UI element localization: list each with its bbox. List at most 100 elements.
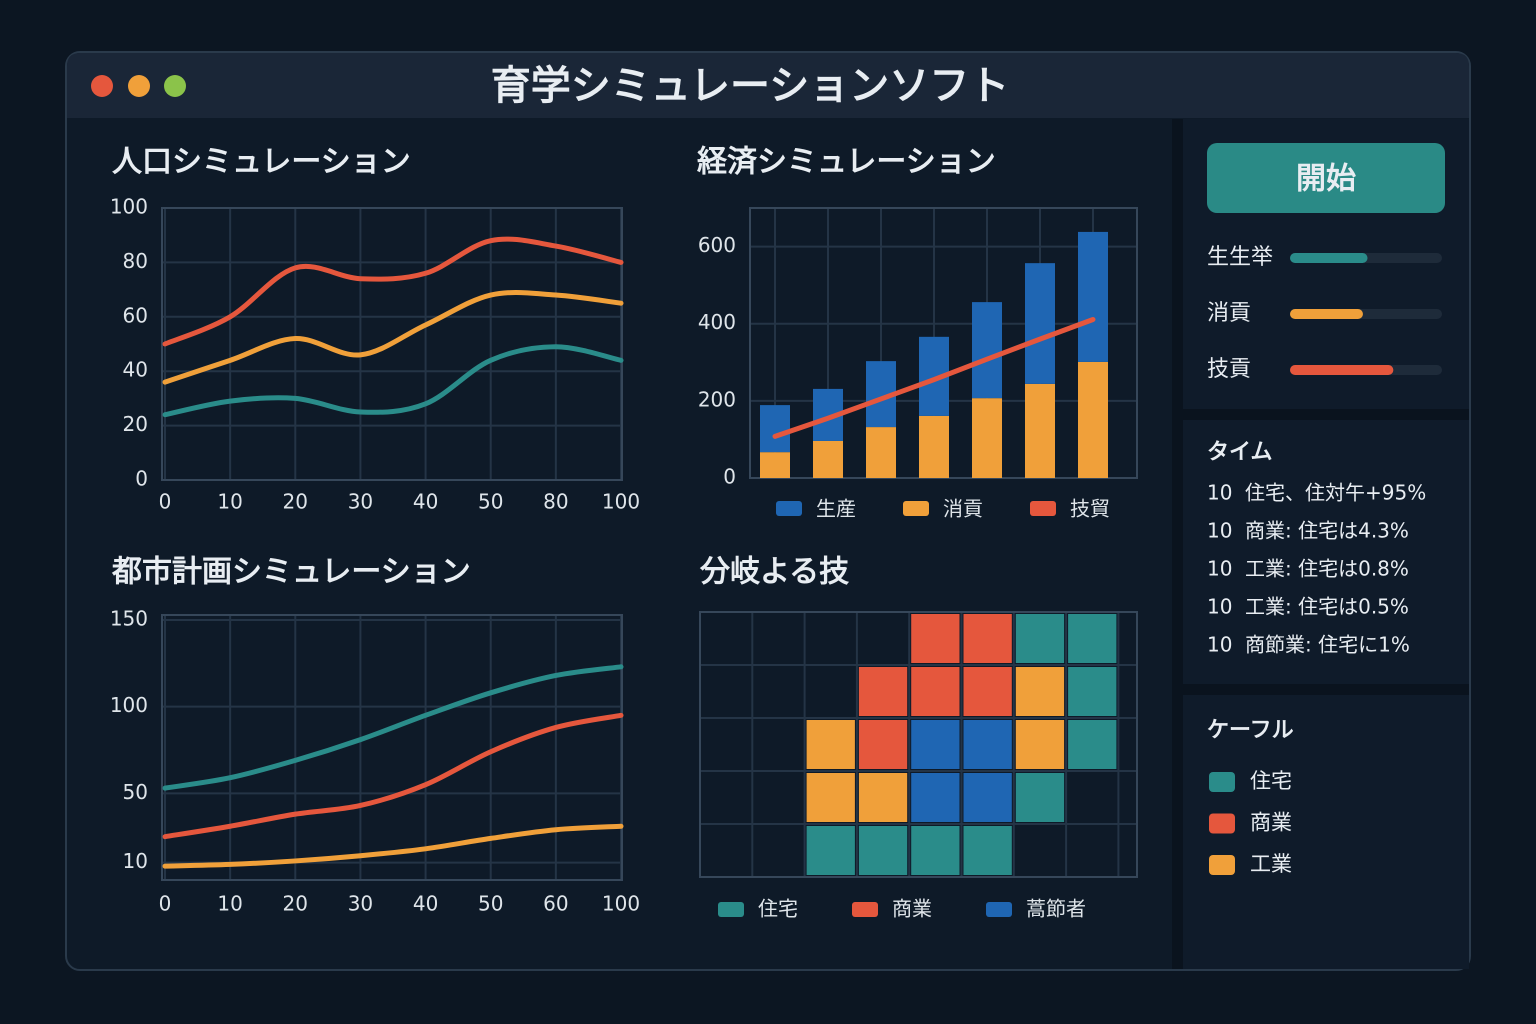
legend-label: 商業 (1250, 811, 1292, 835)
y-tick-label: 0 (135, 467, 148, 491)
tile (806, 826, 855, 875)
title-bar (67, 53, 1469, 118)
tile (963, 614, 1012, 663)
x-tick-label: 30 (348, 892, 373, 916)
bar (972, 302, 1002, 399)
legend-swatch (1209, 855, 1235, 875)
tile (911, 614, 960, 663)
x-tick-label: 0 (159, 490, 172, 514)
series-line (162, 290, 624, 385)
tile (1068, 667, 1117, 716)
sidebar-separator (1183, 409, 1469, 420)
x-tick-label: 100 (602, 892, 640, 916)
bar (972, 398, 1002, 478)
bar (1078, 361, 1108, 478)
slider-label: 技貢 (1207, 357, 1251, 382)
slider-label: 消貢 (1207, 301, 1251, 326)
legend-swatch (852, 902, 878, 917)
x-tick-label: 80 (543, 490, 568, 514)
time-count: 10 (1207, 595, 1232, 619)
time-count: 10 (1207, 557, 1232, 581)
y-tick-label: 20 (123, 412, 148, 436)
y-tick-label: 0 (723, 465, 736, 489)
x-tick-label: 20 (283, 892, 308, 916)
slider-fill[interactable] (1290, 365, 1394, 375)
start-button-label[interactable]: 開始 (1296, 162, 1356, 197)
legend-swatch (1030, 501, 1056, 516)
x-tick-label: 40 (413, 490, 438, 514)
chart-title: 人口シミュレーション (111, 145, 411, 180)
chart-title: 経済シミュレーション (697, 145, 996, 180)
tile (1015, 720, 1065, 769)
tile (963, 667, 1012, 716)
bar (1025, 263, 1055, 384)
time-text: 商業: 住宅は4.3% (1245, 519, 1409, 543)
x-tick-label: 50 (478, 490, 503, 514)
x-tick-label: 0 (159, 892, 172, 916)
start-button[interactable] (1207, 143, 1445, 213)
maximize-button[interactable] (164, 75, 186, 97)
bar (760, 405, 790, 453)
tile (858, 720, 908, 769)
legend-swatch (776, 501, 802, 516)
time-count: 10 (1207, 481, 1232, 505)
minimize-button[interactable] (128, 75, 150, 97)
bar (760, 452, 790, 478)
legend-swatch (1209, 772, 1235, 792)
y-tick-label: 200 (698, 387, 736, 411)
x-tick-label: 50 (478, 892, 503, 916)
tile (1068, 614, 1117, 663)
legend-label: 住宅 (1250, 769, 1292, 793)
sidebar-divider (1172, 119, 1183, 969)
x-tick-label: 10 (217, 892, 242, 916)
legend-label: 商業 (892, 897, 932, 921)
slider-fill[interactable] (1290, 309, 1363, 319)
legend-label: 蒿節者 (1026, 897, 1086, 921)
bar (1025, 383, 1055, 478)
time-text: 商節業: 住宅に1% (1245, 633, 1410, 657)
chart-title: 都市計画シミュレーション (111, 555, 471, 590)
slider-fill[interactable] (1290, 253, 1368, 263)
x-tick-label: 20 (283, 490, 308, 514)
series-line (162, 823, 624, 869)
plot-frame (161, 207, 623, 481)
sidebar-separator (1183, 684, 1469, 695)
tile (1015, 667, 1065, 716)
legend-label: 技貿 (1070, 497, 1110, 521)
y-tick-label: 40 (123, 358, 148, 382)
y-tick-label: 400 (698, 310, 736, 334)
tile (963, 720, 1012, 769)
time-text: 工業: 住宅は0.5% (1245, 595, 1409, 619)
time-count: 10 (1207, 519, 1232, 543)
tile (858, 667, 908, 716)
time-title: タイム (1207, 440, 1273, 465)
y-tick-label: 80 (123, 249, 148, 273)
x-tick-label: 40 (413, 892, 438, 916)
tile (806, 720, 855, 769)
legend-swatch (903, 501, 929, 516)
legend-swatch (986, 902, 1012, 917)
legend-title: ケーフル (1207, 718, 1294, 743)
series-line (162, 236, 624, 347)
chart-title: 分岐よる技 (699, 555, 849, 590)
time-text: 工業: 住宅は0.8% (1245, 557, 1409, 581)
x-tick-label: 10 (217, 490, 242, 514)
y-tick-label: 150 (110, 607, 148, 631)
close-button[interactable] (91, 75, 113, 97)
tile (911, 773, 960, 822)
tile (1015, 773, 1065, 822)
tile (963, 826, 1012, 875)
legend-swatch (1209, 813, 1235, 834)
y-tick-label: 600 (698, 233, 736, 257)
tile (858, 773, 908, 822)
y-tick-label: 10 (123, 849, 148, 873)
legend-label: 生産 (816, 497, 856, 521)
tile (911, 826, 960, 875)
bar (813, 440, 843, 478)
tile (911, 720, 960, 769)
bar (1078, 231, 1108, 362)
y-tick-label: 50 (123, 780, 148, 804)
bar (919, 415, 949, 478)
legend-label: 住宅 (758, 897, 798, 921)
